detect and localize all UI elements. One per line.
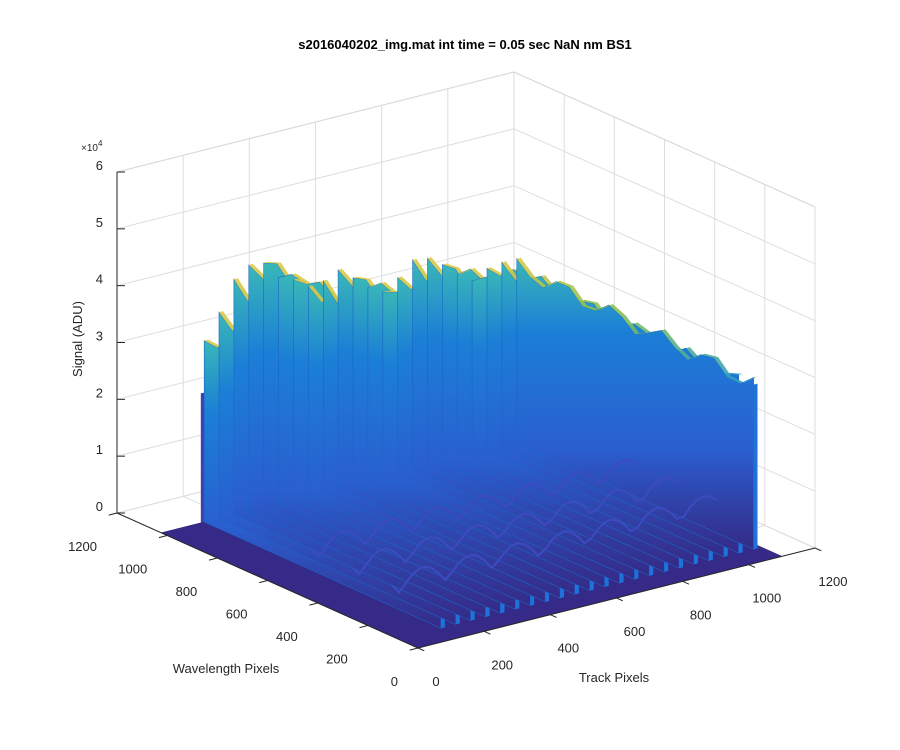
- y-tick: [409, 647, 419, 651]
- grid-line: [513, 242, 816, 378]
- x-tick: [616, 597, 623, 602]
- surface-plot: [160, 257, 783, 649]
- x-tick-label: 1200: [819, 574, 848, 589]
- tick-labels: 0200400600800100012000200400600800100012…: [68, 158, 847, 689]
- y-tick-label: 200: [326, 652, 348, 667]
- surface-row: [311, 459, 637, 558]
- x-tick-label: 0: [432, 674, 439, 689]
- z-tick-label: 6: [96, 158, 103, 173]
- grid-line: [513, 128, 816, 265]
- z-tick-label: 1: [96, 442, 103, 457]
- x-tick: [417, 647, 425, 652]
- x-tick-label: 800: [690, 607, 712, 622]
- z-tick-label: 4: [96, 272, 103, 287]
- svg-text:×104: ×104: [81, 139, 103, 154]
- y-tick: [208, 557, 218, 561]
- grid-line: [513, 185, 816, 322]
- x-tick-label: 600: [624, 624, 646, 639]
- y-tick-label: 1000: [118, 562, 147, 577]
- y-tick: [359, 625, 368, 629]
- grid-line: [116, 128, 515, 230]
- surface-row: [351, 477, 678, 576]
- grid-line: [116, 185, 515, 287]
- x-tick: [814, 547, 822, 552]
- y-axis-label: Wavelength Pixels: [173, 661, 280, 676]
- y-tick: [309, 602, 318, 606]
- ridge-front: [753, 383, 758, 550]
- y-tick: [158, 535, 168, 539]
- surface-row: [391, 495, 718, 594]
- x-tick-label: 400: [557, 641, 579, 656]
- y-tick-label: 600: [226, 607, 248, 622]
- y-tick-label: 0: [391, 674, 398, 689]
- y-tick-label: 1200: [68, 539, 97, 554]
- z-exponent-base: ×10: [81, 143, 98, 154]
- x-tick: [483, 630, 491, 635]
- z-tick-label: 3: [96, 329, 103, 344]
- y-tick: [259, 580, 268, 584]
- box-edge: [116, 71, 816, 208]
- x-tick-label: 1000: [752, 591, 781, 606]
- z-exponent-label: ×104: [81, 139, 103, 154]
- y-tick-label: 800: [176, 584, 198, 599]
- x-tick: [682, 580, 690, 585]
- x-tick: [748, 564, 756, 568]
- x-axis-label: Track Pixels: [579, 670, 650, 685]
- z-exponent-power: 4: [98, 139, 103, 148]
- y-tick: [108, 512, 118, 516]
- z-tick-label: 0: [96, 499, 103, 514]
- x-tick: [550, 614, 557, 618]
- chart-title: s2016040202_img.mat int time = 0.05 sec …: [298, 37, 632, 52]
- z-tick-label: 2: [96, 385, 103, 400]
- x-tick-label: 200: [491, 657, 513, 672]
- z-tick-label: 5: [96, 215, 103, 230]
- y-tick-label: 400: [276, 629, 298, 644]
- z-axis-label: Signal (ADU): [70, 301, 85, 377]
